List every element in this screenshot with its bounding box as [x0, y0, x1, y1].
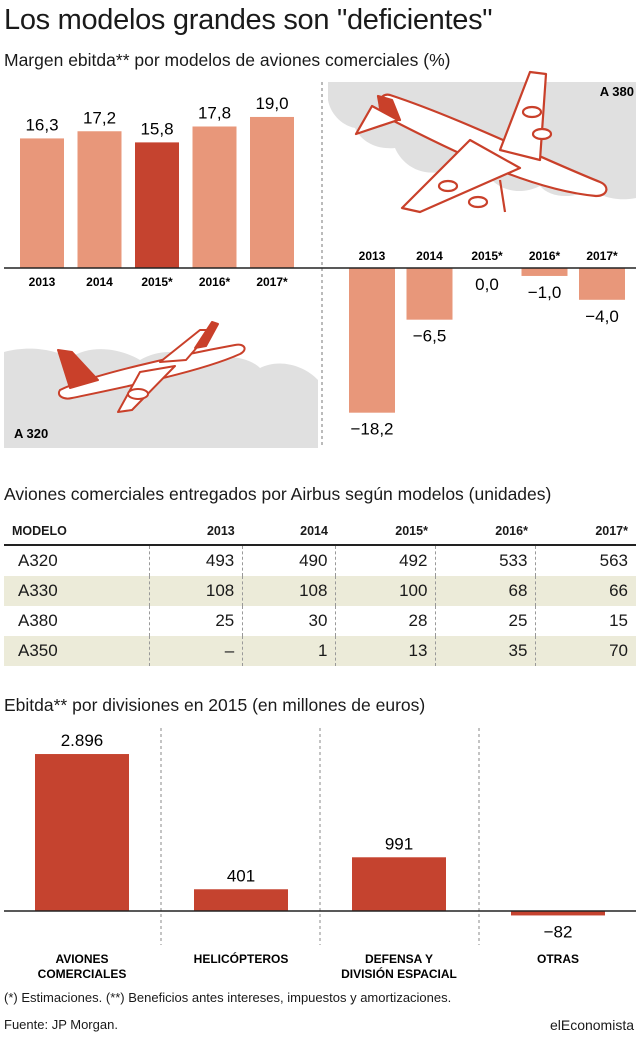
a320-value-label: 17,8 — [198, 103, 231, 122]
table-cell: A380 — [18, 611, 58, 630]
a320-bars: 16,3 2013 17,2 2014 15,8 2015* 17,8 2016* 19,0 20… — [20, 94, 294, 289]
table-cell: A350 — [4, 636, 150, 666]
a380-value-label: −6,5 — [413, 327, 447, 346]
brand-logo: elEconomista — [549, 1017, 634, 1033]
table-header-cell: 2014 — [242, 518, 336, 546]
table-cell: 492 — [335, 545, 436, 576]
a380-year-label: 2017* — [586, 249, 618, 263]
division-label: COMERCIALES — [38, 967, 127, 981]
table-cell: 493 — [149, 545, 243, 576]
table-cell: – — [149, 636, 243, 666]
table-cell: 1 — [242, 636, 336, 666]
division-bar — [35, 754, 129, 911]
a320-bar — [192, 126, 237, 269]
deliveries-table: MODELO 2013 2014 2015* 2016* 2017* A320 493 490… — [4, 518, 636, 666]
a380-plane-icon — [354, 70, 608, 214]
a380-bar — [521, 268, 568, 276]
a380-label: A 380 — [600, 84, 634, 99]
table-header-cell: 2017* — [535, 518, 636, 546]
division-label: DIVISIÓN ESPACIAL — [341, 966, 457, 981]
a320-value-label: 16,3 — [25, 115, 58, 134]
table-cell: 533 — [435, 545, 536, 576]
a380-value-label: −1,0 — [528, 283, 562, 302]
table-row: A380 25 30 28 25 15 — [4, 606, 636, 636]
a320-plane-icon — [57, 321, 246, 413]
deliveries-title: Aviones comerciales entregados por Airbu… — [4, 484, 552, 504]
table-cell: 70 — [535, 636, 636, 666]
table-cell: A320 — [18, 551, 58, 570]
division-value-label: −82 — [544, 922, 573, 941]
table-cell: 13 — [335, 636, 436, 666]
division-bar — [511, 911, 605, 916]
a380-bars: −18,2 2013 −6,5 2014 0,0 2015* −1,0 2016* −4,0 20… — [349, 249, 625, 439]
a380-value-label: 0,0 — [475, 275, 499, 294]
table-header-cell: 2016* — [435, 518, 536, 546]
source-note: Fuente: JP Morgan. — [4, 1017, 118, 1032]
a320-value-label: 19,0 — [255, 94, 288, 113]
a320-year-label: 2017* — [256, 275, 288, 289]
table-cell: 563 — [535, 545, 636, 576]
table-header-cell: MODELO — [4, 518, 150, 546]
a320-bar — [77, 131, 122, 268]
a380-bar — [579, 268, 625, 300]
table-cell: 108 — [149, 576, 243, 606]
division-label: AVIONES — [55, 952, 108, 966]
table-cell: 25 — [435, 606, 536, 636]
division-value-label: 2.896 — [61, 731, 104, 750]
table-cell: 15 — [535, 606, 636, 636]
table-header-cell: 2013 — [149, 518, 243, 546]
a320-year-label: 2014 — [86, 275, 113, 289]
division-bar — [352, 857, 446, 911]
table-cell: 490 — [242, 545, 336, 576]
table-row: A320 493 490 492 533 563 — [4, 545, 636, 576]
a320-year-label: 2013 — [29, 275, 56, 289]
table-cell: 30 — [242, 606, 336, 636]
division-value-label: 991 — [385, 834, 413, 853]
ebitda-chart-title: Ebitda** por divisiones en 2015 (en mill… — [4, 695, 426, 715]
table-cell: 108 — [242, 576, 336, 606]
table-cell: 66 — [535, 576, 636, 606]
table-cell: 35 — [435, 636, 536, 666]
table-row: A330 108 108 100 68 66 — [4, 576, 636, 606]
a380-year-label: 2016* — [529, 249, 561, 263]
table-header-cell: 2015* — [335, 518, 436, 546]
a380-bar — [349, 268, 395, 413]
a380-year-label: 2015* — [471, 249, 503, 263]
a320-year-label: 2016* — [199, 275, 231, 289]
table-cell: 28 — [335, 606, 436, 636]
table-header-row: MODELO 2013 2014 2015* 2016* 2017* — [4, 518, 636, 546]
division-label: DEFENSA Y — [365, 952, 433, 966]
table-cell: A330 — [4, 576, 150, 606]
page-title: Los modelos grandes son "deficientes" — [4, 4, 493, 36]
margin-chart-title: Margen ebitda** por modelos de aviones c… — [4, 50, 451, 70]
a320-bar — [135, 142, 179, 268]
division-bar — [194, 889, 288, 911]
table-cell: 68 — [435, 576, 536, 606]
margin-chart: A 320 A 380 16,3 2013 17,2 2014 15,8 2015* 17,… — [4, 70, 636, 448]
a320-value-label: 17,2 — [83, 108, 116, 127]
a380-year-label: 2013 — [359, 249, 386, 263]
division-label: OTRAS — [537, 952, 579, 966]
division-label: HELICÓPTEROS — [194, 951, 289, 966]
a380-bar — [406, 268, 453, 320]
division-value-label: 401 — [227, 866, 255, 885]
a320-label: A 320 — [14, 426, 48, 441]
a380-year-label: 2014 — [416, 249, 443, 263]
footnote: (*) Estimaciones. (**) Beneficios antes … — [4, 990, 452, 1005]
a320-year-label: 2015* — [141, 275, 173, 289]
table-row: A350–1 13 35 70 — [4, 636, 636, 666]
table-cell: 100 — [335, 576, 436, 606]
a380-value-label: −18,2 — [350, 420, 393, 439]
a320-bar — [250, 116, 294, 268]
a380-value-label: −4,0 — [585, 307, 619, 326]
table-cell: 25 — [149, 606, 243, 636]
a320-value-label: 15,8 — [140, 119, 173, 138]
a320-bar — [20, 138, 64, 268]
